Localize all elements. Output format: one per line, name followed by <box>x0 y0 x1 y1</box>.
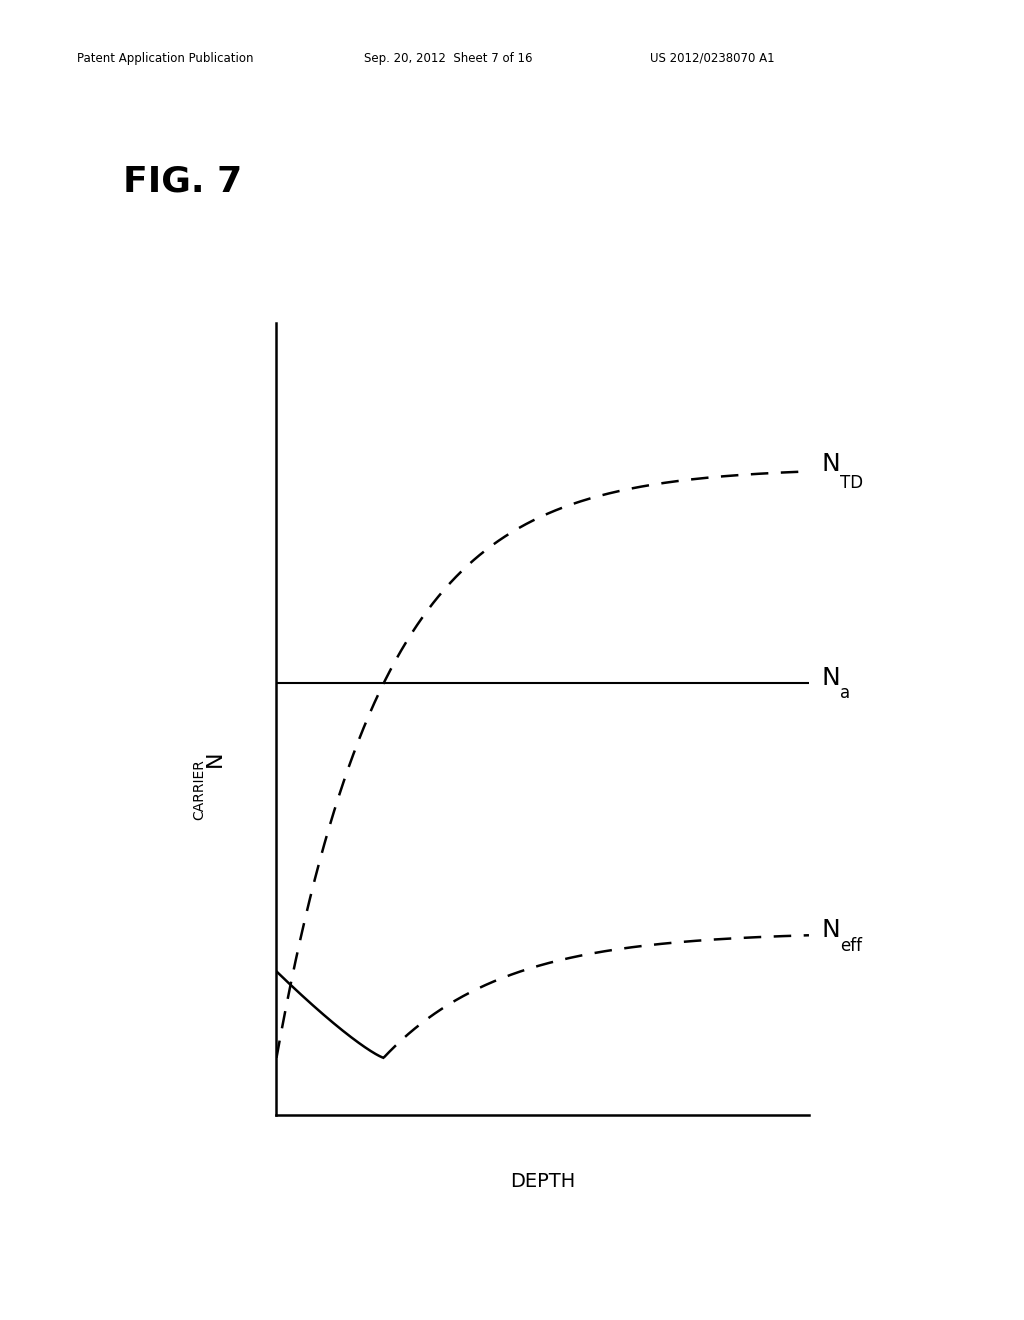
Text: Sep. 20, 2012  Sheet 7 of 16: Sep. 20, 2012 Sheet 7 of 16 <box>364 51 532 65</box>
Text: Patent Application Publication: Patent Application Publication <box>77 51 253 65</box>
Text: N: N <box>821 919 840 942</box>
Text: TD: TD <box>840 474 863 491</box>
Text: US 2012/0238070 A1: US 2012/0238070 A1 <box>650 51 775 65</box>
Text: eff: eff <box>840 937 861 956</box>
Text: FIG. 7: FIG. 7 <box>123 165 242 198</box>
Text: CARRIER: CARRIER <box>193 759 207 820</box>
Text: DEPTH: DEPTH <box>510 1172 575 1191</box>
Text: a: a <box>840 684 850 702</box>
Text: N: N <box>205 751 225 767</box>
Text: N: N <box>821 667 840 690</box>
Text: N: N <box>821 453 840 477</box>
